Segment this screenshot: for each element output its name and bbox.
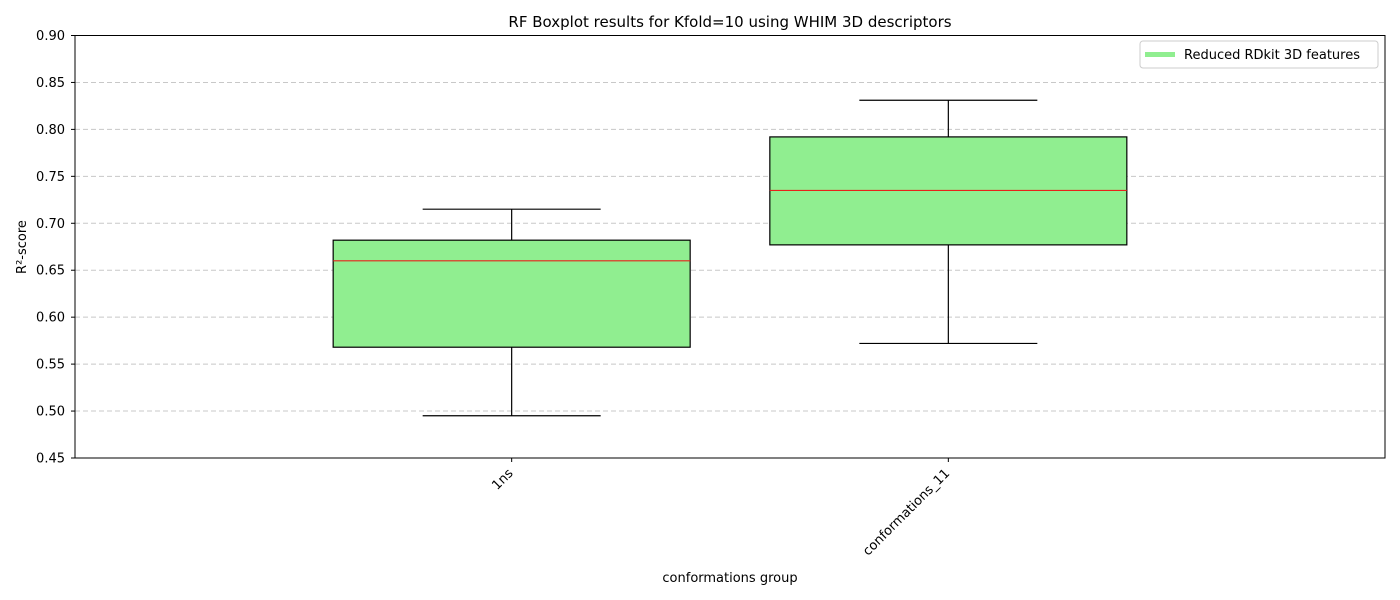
- x-tick-label: conformations_11: [860, 466, 953, 559]
- y-tick-label: 0.70: [36, 217, 65, 232]
- y-axis-label: R²-score: [15, 220, 30, 274]
- y-tick-label: 0.55: [36, 358, 65, 373]
- legend: Reduced RDkit 3D features: [1139, 40, 1379, 69]
- x-axis-label: conformations group: [662, 571, 797, 586]
- y-tick-label: 0.85: [36, 76, 65, 91]
- plot-frame: [74, 35, 1386, 459]
- grid-lines: [75, 81, 1385, 412]
- chart-title: RF Boxplot results for Kfold=10 using WH…: [508, 13, 951, 31]
- box-plot-1ns: [332, 208, 691, 417]
- y-tick-label: 0.75: [36, 170, 65, 185]
- y-tick-label: 0.90: [36, 29, 65, 44]
- y-tick-label: 0.65: [36, 264, 65, 279]
- legend-label: Reduced RDkit 3D features: [1184, 48, 1360, 63]
- box-plots: [332, 99, 1128, 417]
- box-iqr: [332, 239, 691, 348]
- y-tick-label: 0.50: [36, 405, 65, 420]
- y-tick-label: 0.80: [36, 123, 65, 138]
- y-tick-label: 0.60: [36, 311, 65, 326]
- y-axis-ticks: 0.45 0.50 0.55 0.60 0.65 0.70 0.75 0.80 0.85 0.90: [36, 29, 75, 467]
- x-tick-label: 1ns: [489, 466, 516, 493]
- y-tick-label: 0.45: [36, 452, 65, 467]
- legend-frame: [1139, 40, 1379, 69]
- box-plot-conformations_11: [769, 99, 1128, 345]
- x-axis-ticks: 1ns conformations_11: [489, 458, 953, 559]
